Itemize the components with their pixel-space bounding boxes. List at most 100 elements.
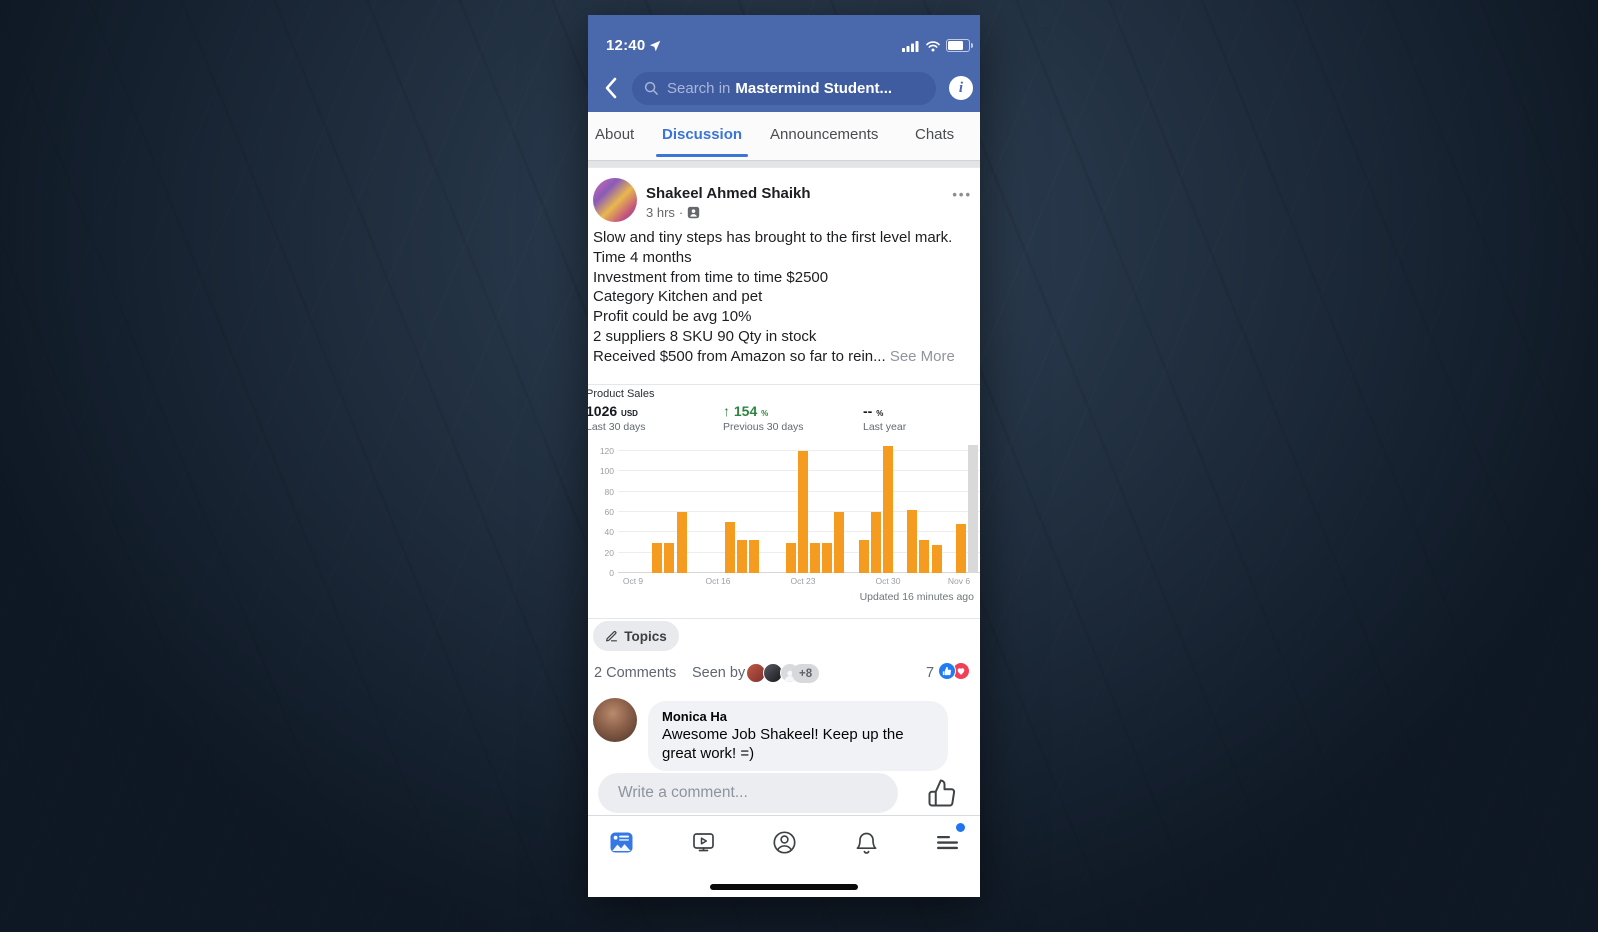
post-text-line: Time 4 months: [593, 248, 692, 266]
group-info-button[interactable]: i: [949, 76, 973, 100]
metric-label: Previous 30 days: [723, 421, 804, 433]
metric-label: Last 30 days: [588, 421, 646, 433]
reaction-count[interactable]: 7: [926, 665, 935, 681]
chart-bar-current: [968, 444, 978, 573]
chart-y-tick-label: 100: [599, 466, 614, 477]
chart-plot: 0 20 40 60 80 100 120: [588, 440, 980, 578]
section-separator: [588, 160, 980, 168]
topics-label: Topics: [624, 628, 667, 644]
chart-bar: [664, 542, 675, 573]
metric-last-30-days: 1026 USD Last 30 days: [588, 403, 646, 433]
cellular-signal-icon: [902, 40, 919, 52]
post-author-avatar[interactable]: [593, 178, 637, 222]
chevron-left-icon: [605, 77, 617, 99]
post-author-name[interactable]: Shakeel Ahmed Shaikh: [646, 185, 811, 202]
chart-y-tick-label: 80: [604, 486, 614, 497]
search-icon: [644, 81, 658, 95]
comment-author-avatar[interactable]: [593, 698, 637, 742]
back-button[interactable]: [598, 75, 624, 101]
clock-text: 12:40: [606, 37, 646, 54]
seen-by-more-badge[interactable]: +8: [792, 664, 820, 683]
chart-bar: [749, 540, 760, 573]
metric-value: 1026: [588, 403, 618, 419]
chart-bar: [737, 540, 748, 573]
post-options-button[interactable]: •••: [952, 187, 972, 202]
post-text-line: Profit could be avg 10%: [593, 308, 752, 326]
status-bar-icons: [902, 39, 973, 52]
nav-notifications[interactable]: [846, 820, 886, 864]
chart-y-tick-label: 60: [604, 507, 614, 517]
chart-bar: [652, 542, 663, 573]
post-text-line: Received $500 from Amazon so far to rein…: [593, 347, 955, 365]
wifi-icon: [926, 40, 940, 51]
chart-footer-divider: [588, 618, 980, 619]
quick-like-button[interactable]: [924, 775, 960, 811]
metric-previous-30-days: ↑ 154 % Previous 30 days: [723, 403, 804, 433]
location-arrow-icon: [650, 40, 661, 51]
chart-x-axis: Oct 9 Oct 16 Oct 23 Oct 30 Nov 6: [588, 576, 980, 588]
nav-news-feed[interactable]: [601, 820, 641, 864]
tab-bar: About Discussion Announcements Chats: [588, 112, 980, 160]
phone-screenshot: 12:40 Search in Mastermind Stud: [588, 15, 980, 897]
search-placeholder: Search in: [667, 80, 731, 97]
chart-bar: [676, 512, 687, 573]
comments-count[interactable]: 2 Comments: [594, 665, 677, 681]
battery-icon: [946, 39, 973, 52]
nav-watch[interactable]: [683, 820, 723, 864]
nav-menu[interactable]: [927, 820, 967, 864]
chart-x-tick-label: Oct 23: [790, 576, 816, 586]
tab-discussion[interactable]: Discussion: [662, 126, 743, 143]
search-input[interactable]: Search in Mastermind Student...: [632, 72, 936, 105]
chart-bar: [858, 540, 869, 573]
pencil-icon: [606, 630, 618, 641]
tab-announcements[interactable]: Announcements: [770, 126, 879, 143]
chart-bar: [798, 451, 808, 573]
metric-value: --: [863, 403, 873, 419]
chart-y-tick-label: 20: [604, 547, 614, 558]
tab-about[interactable]: About: [595, 126, 635, 143]
metric-value: 154: [733, 403, 758, 419]
chart-x-tick-label: Oct 9: [622, 576, 644, 586]
comment-author-name[interactable]: Monica Ha: [662, 709, 728, 724]
chart-gridline: [618, 450, 980, 451]
trend-up-icon: ↑: [723, 403, 730, 419]
active-tab-indicator: [656, 154, 748, 157]
chart-bar: [919, 540, 930, 573]
news-feed-icon: [610, 832, 632, 852]
watch-icon: [692, 832, 714, 851]
like-reaction-icon[interactable]: [938, 662, 956, 680]
see-more-link[interactable]: See More: [889, 347, 955, 365]
chart-x-tick-label: Nov 6: [947, 576, 971, 586]
profile-icon: [772, 830, 796, 854]
comment-composer: [598, 773, 898, 813]
chart-bar: [955, 524, 966, 573]
bell-icon: [856, 832, 876, 854]
chart-bar: [907, 509, 918, 573]
chart-bar: [931, 544, 942, 573]
meta-separator: ·: [678, 205, 684, 220]
chart-title: Product Sales: [588, 388, 655, 400]
post-meta: 3 hrs ·: [646, 205, 700, 220]
chart-x-tick-label: Oct 16: [705, 576, 731, 586]
chart-bar: [834, 512, 845, 573]
comment-input[interactable]: [598, 773, 898, 813]
post-text-line: Investment from time to time $2500: [593, 268, 829, 286]
comment-bubble[interactable]: Monica Ha Awesome Job Shakeel! Keep up t…: [648, 701, 948, 771]
metric-unit: %: [876, 409, 884, 418]
nav-profile[interactable]: [764, 820, 804, 864]
chart-bar: [822, 542, 833, 573]
love-reaction-icon[interactable]: [952, 662, 970, 680]
chart-y-tick-label: 0: [609, 568, 614, 578]
tab-chats[interactable]: Chats: [915, 126, 955, 143]
home-indicator[interactable]: [710, 884, 858, 890]
post-image-divider: [588, 384, 980, 385]
topics-button[interactable]: Topics: [593, 621, 679, 651]
menu-notification-dot: [956, 823, 965, 832]
chart-bar: [785, 542, 796, 573]
chart-y-tick-label: 120: [599, 446, 614, 456]
info-icon: i: [958, 79, 964, 96]
post-text-line: 2 suppliers 8 SKU 90 Qty in stock: [593, 327, 817, 345]
chart-updated-text: Updated 16 minutes ago: [859, 591, 974, 603]
post-text-line: Slow and tiny steps has brought to the f…: [593, 229, 953, 246]
